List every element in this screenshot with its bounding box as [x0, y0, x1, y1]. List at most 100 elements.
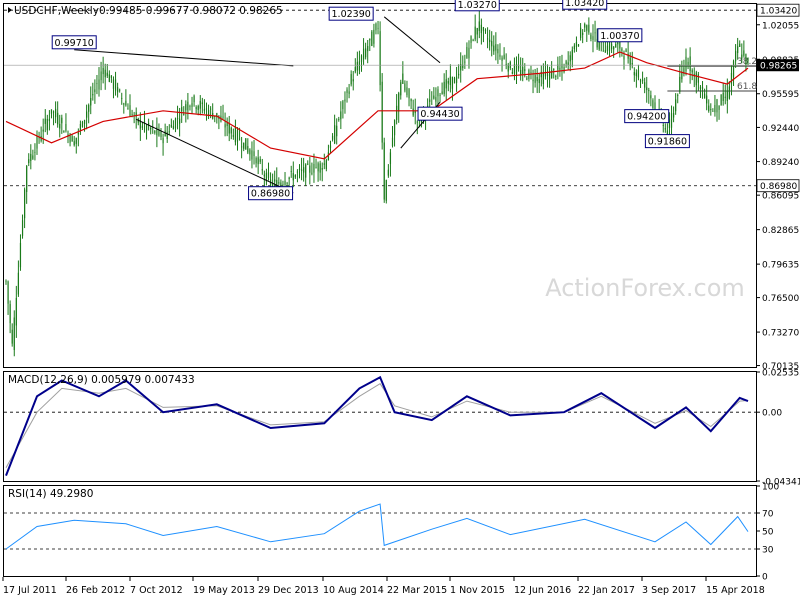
candle [88, 103, 90, 124]
candle-body [86, 111, 88, 118]
candle-body [238, 138, 241, 140]
candle [90, 86, 92, 115]
candle-body [689, 56, 691, 72]
candle-body [505, 64, 507, 66]
price-panel-frame [3, 3, 757, 368]
candle [375, 22, 377, 35]
candle-body [383, 142, 385, 200]
x-axis-tick-label: 3 Sep 2017 [642, 585, 696, 596]
candle [635, 69, 637, 88]
candle-body [96, 83, 98, 84]
candle-body [344, 99, 346, 102]
trendline [383, 16, 441, 64]
level-price-tag: 0.86980 [756, 179, 800, 193]
chart-header: USDCHF,Weekly 0.99485 0.99677 0.98072 0.… [8, 5, 283, 500]
candle [350, 70, 352, 87]
candle [625, 48, 627, 53]
candle-body [414, 110, 416, 114]
candle-body [683, 67, 685, 74]
candle-body [241, 146, 243, 148]
candle-body [189, 106, 191, 108]
candle-body [741, 54, 743, 59]
candle [472, 38, 474, 42]
candle-body [44, 118, 46, 124]
candle [584, 22, 586, 33]
candle-body [334, 125, 336, 144]
price-annotation-text: 0.94430 [420, 109, 459, 120]
macd-panel: 0.025353 0.00 -0.043419 [4, 368, 800, 488]
candle [747, 57, 749, 65]
candle [367, 40, 369, 64]
candle [741, 43, 743, 64]
level-price-tag-box [756, 179, 800, 193]
candle-body [462, 64, 464, 68]
candle [662, 121, 664, 133]
candle-body [466, 47, 468, 58]
candle [493, 35, 495, 55]
candle [712, 108, 714, 112]
candle-body [699, 86, 702, 90]
candle-body [416, 121, 418, 123]
candle [484, 28, 487, 34]
price-annotation: 0.91860 [644, 134, 690, 149]
candle [708, 99, 710, 113]
candle-body [131, 114, 133, 116]
candle-body [586, 25, 588, 31]
price-annotation-box [624, 109, 670, 124]
candle-body [431, 103, 433, 105]
candle-body [81, 121, 84, 127]
candle [503, 47, 505, 60]
candle-body [245, 138, 247, 150]
candle [32, 149, 34, 160]
candle [125, 89, 127, 107]
candle-body [321, 167, 323, 170]
candle [94, 79, 96, 104]
candle-body [156, 127, 158, 136]
candle-body [158, 129, 160, 136]
candle-body [365, 48, 367, 58]
macd-y-tick-label: 0.00 [762, 409, 782, 419]
price-y-tick-label: 1.02055 [762, 21, 799, 31]
candle-body [439, 94, 441, 96]
candle-body [224, 124, 226, 128]
candle-body [489, 39, 491, 43]
candle [482, 26, 485, 43]
candle-body [534, 75, 536, 83]
candle [718, 105, 720, 120]
candle-body [110, 75, 113, 78]
candle [317, 161, 319, 182]
candle-body [557, 64, 559, 70]
candle-body [348, 91, 350, 94]
candle-body [205, 108, 208, 110]
candle-body [538, 78, 540, 84]
candle [672, 106, 675, 123]
candle-body [52, 111, 55, 113]
candle [412, 99, 414, 117]
candle-body [331, 135, 334, 140]
candle [724, 84, 726, 105]
candle-body [55, 108, 57, 118]
candle [737, 37, 739, 60]
last-price-tag-text: 0.98265 [760, 62, 797, 72]
candle [162, 133, 164, 156]
candle-body [579, 27, 582, 38]
candle-body [703, 93, 706, 99]
candle-body [571, 49, 573, 60]
candle [706, 85, 708, 111]
candle-body [154, 131, 156, 133]
candle-body [499, 54, 501, 57]
candle-body [400, 82, 402, 96]
candle [639, 78, 642, 88]
candle [644, 77, 646, 94]
candle [406, 80, 408, 98]
candle [294, 174, 296, 179]
candle [13, 310, 15, 357]
candle-body [540, 71, 542, 78]
candle-body [375, 23, 377, 31]
x-axis-tick-label: 17 Jul 2011 [3, 585, 57, 596]
candle-body [460, 64, 462, 71]
candle [714, 94, 716, 117]
candle-body [495, 44, 497, 51]
candle [323, 153, 325, 170]
